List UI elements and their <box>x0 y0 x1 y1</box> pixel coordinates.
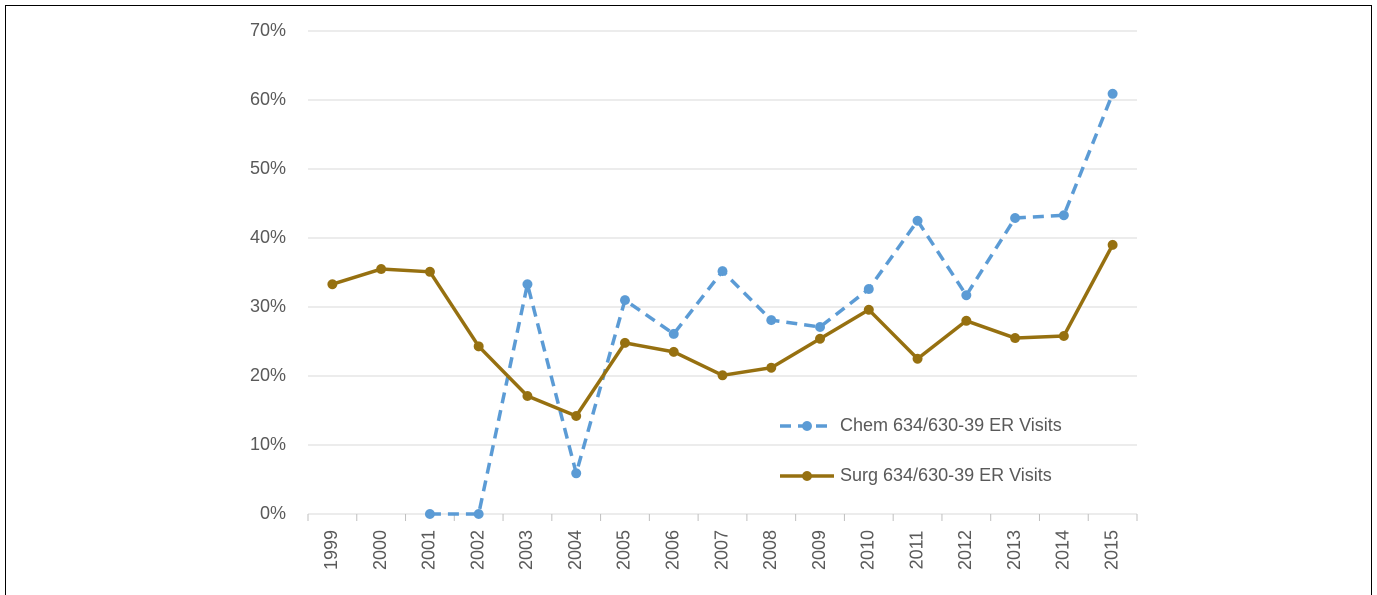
data-point <box>1107 88 1118 99</box>
chart-frame <box>5 5 1372 595</box>
x-tick-label: 2012 <box>955 530 975 570</box>
data-point <box>1058 210 1069 221</box>
y-tick-label: 20% <box>250 365 286 385</box>
x-tick-label: 1999 <box>321 530 341 570</box>
x-tick-label: 2000 <box>370 530 390 570</box>
data-point <box>619 337 630 348</box>
y-tick-label: 50% <box>250 158 286 178</box>
data-point <box>1107 239 1118 250</box>
legend-marker <box>802 421 812 431</box>
x-tick-label: 2015 <box>1101 530 1121 570</box>
data-point <box>571 468 582 479</box>
x-tick-label: 2009 <box>809 530 829 570</box>
data-point <box>1058 330 1069 341</box>
data-point <box>327 279 338 290</box>
data-point <box>815 322 826 333</box>
data-point <box>473 341 484 352</box>
data-point <box>863 284 874 295</box>
data-point <box>619 295 630 306</box>
legend-label: Chem 634/630-39 ER Visits <box>840 415 1062 435</box>
x-tick-label: 2001 <box>419 530 439 570</box>
data-point <box>424 509 435 519</box>
x-tick-label: 2002 <box>467 530 487 570</box>
data-point <box>912 215 923 226</box>
data-point <box>424 266 435 277</box>
legend-marker <box>802 471 812 481</box>
x-tick-label: 2013 <box>1004 530 1024 570</box>
data-point <box>522 279 533 290</box>
data-point <box>668 328 679 339</box>
x-tick-label: 2011 <box>906 531 926 570</box>
data-point <box>717 266 728 277</box>
y-tick-label: 30% <box>250 296 286 316</box>
y-tick-label: 60% <box>250 89 286 109</box>
data-point <box>1010 333 1021 344</box>
data-point <box>473 509 484 519</box>
data-point <box>961 290 972 301</box>
data-point <box>863 304 874 315</box>
data-point <box>1010 212 1021 223</box>
x-tick-label: 2014 <box>1053 530 1073 570</box>
x-tick-label: 2010 <box>858 530 878 570</box>
y-tick-label: 0% <box>260 503 286 523</box>
data-point <box>766 315 777 326</box>
x-tick-label: 2008 <box>760 530 780 570</box>
x-tick-label: 2007 <box>711 530 731 570</box>
data-point <box>766 362 777 373</box>
y-tick-label: 40% <box>250 227 286 247</box>
data-point <box>815 333 826 344</box>
data-point <box>668 346 679 357</box>
data-point <box>961 315 972 326</box>
data-point <box>912 353 923 364</box>
x-tick-label: 2005 <box>614 530 634 570</box>
data-point <box>376 264 387 275</box>
data-point <box>571 411 582 422</box>
data-point <box>522 391 533 402</box>
x-tick-label: 2004 <box>565 530 585 570</box>
x-tick-label: 2003 <box>516 530 536 570</box>
y-tick-label: 70% <box>250 20 286 40</box>
legend-label: Surg 634/630-39 ER Visits <box>840 465 1052 485</box>
data-point <box>717 370 728 381</box>
x-tick-label: 2006 <box>662 530 682 570</box>
y-tick-label: 10% <box>250 434 286 454</box>
